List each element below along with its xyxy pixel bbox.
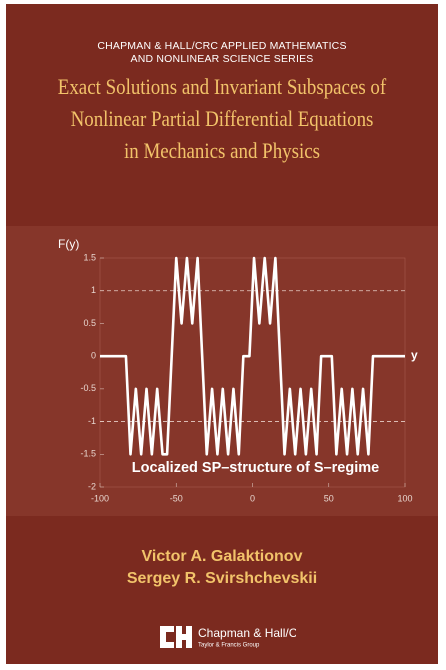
y-tick-label: 0 bbox=[91, 351, 96, 361]
y-tick-label: -1 bbox=[88, 416, 96, 426]
x-tick-label: 100 bbox=[397, 493, 412, 503]
y-tick-label: 1 bbox=[91, 285, 96, 295]
y-axis-label: F(y) bbox=[58, 237, 79, 251]
y-tick-label: -2 bbox=[88, 481, 96, 491]
logo-icon bbox=[160, 626, 192, 648]
author: Sergey R. Svirshchevskii bbox=[6, 570, 438, 588]
chart: F(y) y 1.5 1 0.5 0 -0.5 -1 -1.5 -2 -100 -50 0 50 100… bbox=[6, 4, 438, 524]
x-tick-label: 50 bbox=[324, 493, 334, 503]
x-tick-label: -50 bbox=[170, 493, 183, 503]
y-tick-label: -0.5 bbox=[80, 383, 96, 393]
y-tick-label: 1.5 bbox=[83, 252, 96, 262]
publisher-group: Taylor & Francis Group bbox=[198, 643, 260, 649]
publisher-name: Chapman & Hall/CRC bbox=[198, 626, 296, 640]
x-tick-label: -100 bbox=[91, 493, 109, 503]
y-tick-label: 0.5 bbox=[83, 318, 96, 328]
y-tick-label: -1.5 bbox=[80, 449, 96, 459]
chart-annotation: Localized SP–structure of S–regime bbox=[132, 460, 379, 476]
x-axis-label: y bbox=[411, 348, 418, 362]
author: Victor A. Galaktionov bbox=[6, 548, 438, 566]
publisher-logo: Chapman & Hall/CRC Taylor & Francis Grou… bbox=[156, 622, 296, 652]
book-cover: CHAPMAN & HALL/CRC APPLIED MATHEMATICS A… bbox=[6, 4, 438, 664]
x-tick-label: 0 bbox=[250, 493, 255, 503]
page: {"series_lines":["CHAPMAN & HALL/CRC APP… bbox=[0, 0, 446, 670]
